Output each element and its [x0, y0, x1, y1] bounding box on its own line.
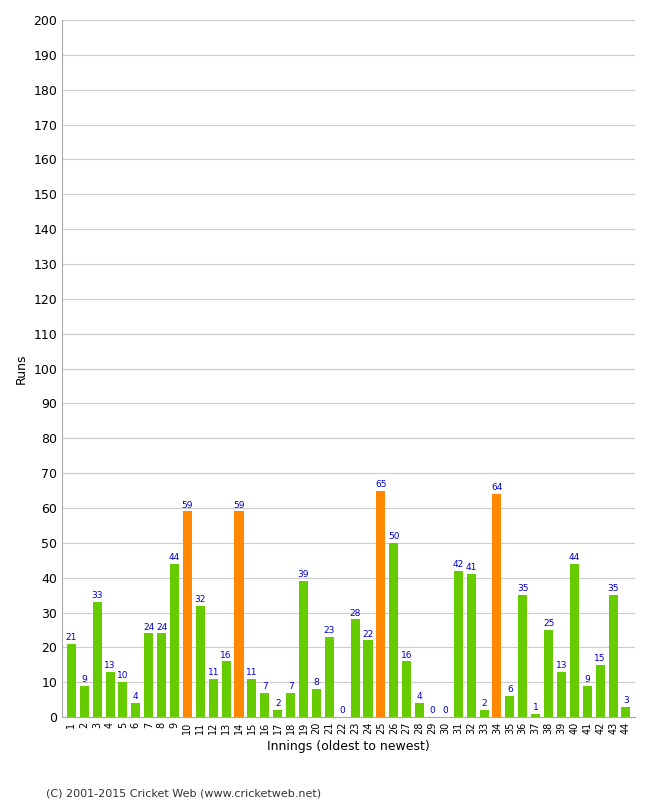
Bar: [621, 706, 630, 717]
Bar: [376, 490, 385, 717]
Text: 28: 28: [350, 609, 361, 618]
Text: 24: 24: [143, 622, 154, 632]
Text: 39: 39: [298, 570, 309, 579]
Bar: [222, 662, 231, 717]
Text: 41: 41: [465, 563, 477, 573]
Text: 2: 2: [481, 699, 487, 708]
Bar: [67, 644, 76, 717]
Text: 0: 0: [443, 706, 448, 715]
Text: 33: 33: [92, 591, 103, 600]
Text: 23: 23: [324, 626, 335, 635]
Text: (C) 2001-2015 Cricket Web (www.cricketweb.net): (C) 2001-2015 Cricket Web (www.cricketwe…: [46, 788, 320, 798]
Text: 7: 7: [288, 682, 294, 691]
Text: 24: 24: [156, 622, 167, 632]
Text: 6: 6: [507, 686, 513, 694]
Bar: [363, 641, 372, 717]
Text: 3: 3: [623, 696, 629, 705]
Bar: [170, 564, 179, 717]
Bar: [80, 686, 89, 717]
Bar: [583, 686, 592, 717]
Text: 22: 22: [362, 630, 374, 638]
Bar: [467, 574, 476, 717]
Bar: [92, 602, 101, 717]
Text: 59: 59: [233, 501, 245, 510]
Text: 1: 1: [533, 703, 539, 712]
Text: 35: 35: [607, 584, 619, 594]
Bar: [286, 693, 295, 717]
Text: 2: 2: [275, 699, 281, 708]
Text: 16: 16: [220, 650, 232, 659]
X-axis label: Innings (oldest to newest): Innings (oldest to newest): [267, 740, 430, 753]
Text: 13: 13: [556, 661, 567, 670]
Bar: [518, 595, 527, 717]
Bar: [505, 696, 514, 717]
Y-axis label: Runs: Runs: [15, 354, 28, 384]
Bar: [209, 678, 218, 717]
Text: 7: 7: [262, 682, 268, 691]
Bar: [325, 637, 334, 717]
Text: 15: 15: [594, 654, 606, 663]
Bar: [183, 511, 192, 717]
Bar: [273, 710, 282, 717]
Bar: [415, 703, 424, 717]
Bar: [118, 682, 127, 717]
Text: 32: 32: [194, 595, 206, 604]
Bar: [595, 665, 604, 717]
Text: 8: 8: [313, 678, 319, 687]
Bar: [454, 570, 463, 717]
Text: 4: 4: [417, 692, 423, 702]
Text: 9: 9: [584, 675, 590, 684]
Bar: [402, 662, 411, 717]
Bar: [531, 714, 540, 717]
Text: 35: 35: [517, 584, 528, 594]
Bar: [557, 672, 566, 717]
Text: 50: 50: [388, 532, 400, 541]
Text: 13: 13: [104, 661, 116, 670]
Text: 0: 0: [430, 706, 436, 715]
Bar: [544, 630, 553, 717]
Bar: [260, 693, 269, 717]
Text: 4: 4: [133, 692, 138, 702]
Bar: [157, 634, 166, 717]
Bar: [299, 581, 308, 717]
Text: 64: 64: [491, 483, 502, 492]
Text: 25: 25: [543, 619, 554, 628]
Bar: [389, 543, 398, 717]
Text: 44: 44: [569, 553, 580, 562]
Bar: [350, 619, 359, 717]
Text: 9: 9: [81, 675, 87, 684]
Text: 42: 42: [452, 560, 464, 569]
Text: 11: 11: [246, 668, 257, 677]
Bar: [131, 703, 140, 717]
Bar: [608, 595, 618, 717]
Text: 0: 0: [339, 706, 345, 715]
Text: 16: 16: [401, 650, 413, 659]
Text: 11: 11: [207, 668, 219, 677]
Bar: [196, 606, 205, 717]
Text: 21: 21: [66, 633, 77, 642]
Text: 44: 44: [169, 553, 180, 562]
Text: 59: 59: [181, 501, 193, 510]
Bar: [493, 494, 502, 717]
Text: 10: 10: [117, 671, 129, 681]
Bar: [312, 689, 321, 717]
Bar: [248, 678, 256, 717]
Bar: [105, 672, 114, 717]
Bar: [570, 564, 579, 717]
Bar: [144, 634, 153, 717]
Text: 65: 65: [375, 480, 387, 489]
Bar: [480, 710, 489, 717]
Bar: [235, 511, 244, 717]
